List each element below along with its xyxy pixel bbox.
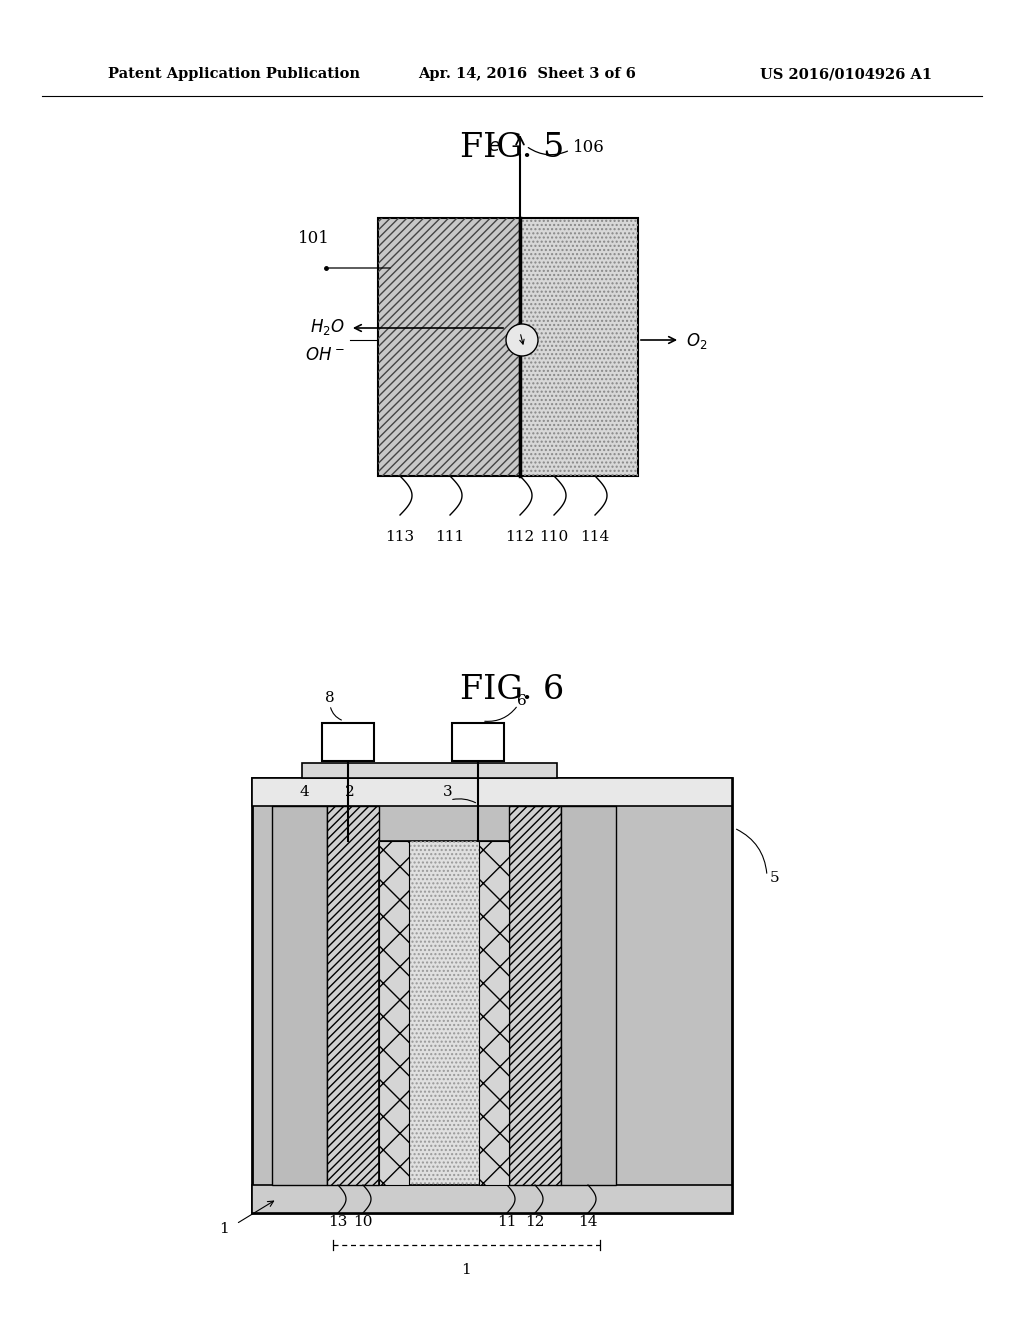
Text: 101: 101 <box>298 230 330 247</box>
Bar <box>509 807 561 1185</box>
Bar <box>520 218 638 477</box>
Text: Patent Application Publication: Patent Application Publication <box>108 67 360 81</box>
Text: 2: 2 <box>345 785 355 799</box>
Bar <box>378 218 520 477</box>
Text: FIG. 6: FIG. 6 <box>460 675 564 706</box>
Text: 114: 114 <box>581 531 609 544</box>
Text: $OH^-$: $OH^-$ <box>305 346 345 363</box>
Text: 1: 1 <box>461 1263 471 1276</box>
Text: Apr. 14, 2016  Sheet 3 of 6: Apr. 14, 2016 Sheet 3 of 6 <box>418 67 636 81</box>
Text: FIG. 5: FIG. 5 <box>460 132 564 164</box>
Text: $e$: $e$ <box>487 137 500 154</box>
Text: 14: 14 <box>579 1214 598 1229</box>
Text: 10: 10 <box>353 1214 373 1229</box>
Text: $H_2O$: $H_2O$ <box>310 317 345 337</box>
Bar <box>379 841 409 1185</box>
Bar <box>272 807 327 1185</box>
Bar <box>252 777 732 1213</box>
Bar <box>452 723 504 762</box>
Bar <box>327 807 379 1185</box>
Text: 3: 3 <box>443 785 453 799</box>
Bar <box>379 841 509 1185</box>
Text: 111: 111 <box>435 531 465 544</box>
Text: 106: 106 <box>573 140 605 157</box>
Bar <box>302 763 557 777</box>
Bar <box>509 807 561 1185</box>
Bar <box>252 777 732 807</box>
Bar <box>379 841 409 1185</box>
Text: US 2016/0104926 A1: US 2016/0104926 A1 <box>760 67 932 81</box>
Text: 12: 12 <box>525 1214 545 1229</box>
Text: 5: 5 <box>770 871 779 884</box>
Bar <box>379 841 509 1185</box>
Bar <box>327 807 379 1185</box>
Text: 113: 113 <box>385 531 415 544</box>
Bar <box>479 841 509 1185</box>
Text: 4: 4 <box>299 785 309 799</box>
Bar <box>322 723 374 762</box>
Text: 1: 1 <box>219 1222 229 1236</box>
Text: 8: 8 <box>326 690 335 705</box>
Text: 13: 13 <box>329 1214 348 1229</box>
Circle shape <box>506 323 538 356</box>
Text: $O_2$: $O_2$ <box>686 331 708 351</box>
Bar <box>561 807 616 1185</box>
Bar <box>378 218 520 477</box>
Bar <box>252 1185 732 1213</box>
Text: 6: 6 <box>517 694 527 708</box>
Text: 11: 11 <box>498 1214 517 1229</box>
Bar <box>479 841 509 1185</box>
Text: 110: 110 <box>540 531 568 544</box>
Text: 112: 112 <box>506 531 535 544</box>
Bar <box>520 218 638 477</box>
